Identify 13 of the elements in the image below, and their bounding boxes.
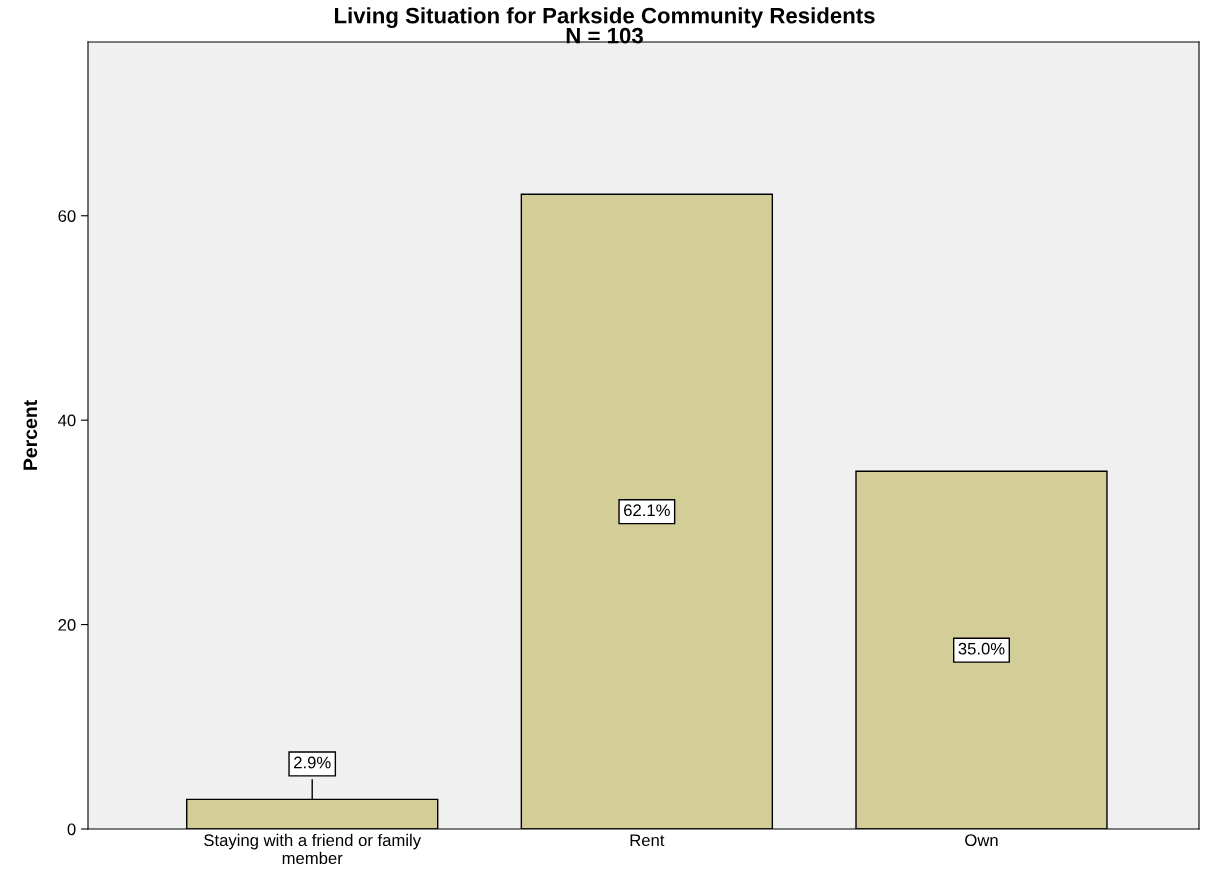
y-tick-label: 40 — [58, 414, 76, 427]
chart-subtitle: N = 103 — [566, 27, 643, 44]
x-tick-label: Own — [965, 834, 998, 847]
data-label: 2.9% — [294, 756, 331, 769]
data-label: 35.0% — [958, 642, 1005, 655]
x-tick-label: Rent — [630, 834, 665, 847]
y-tick-label: 60 — [58, 210, 76, 222]
y-axis-title: Percent — [23, 400, 38, 470]
y-tick-label: 20 — [58, 618, 76, 631]
data-label: 62.1% — [624, 504, 670, 517]
x-tick-label: Staying with a friend or family member — [204, 833, 422, 865]
y-tick-label: 0 — [67, 823, 76, 836]
chart-title: Living Situation for Parkside Community Residents — [334, 7, 875, 28]
